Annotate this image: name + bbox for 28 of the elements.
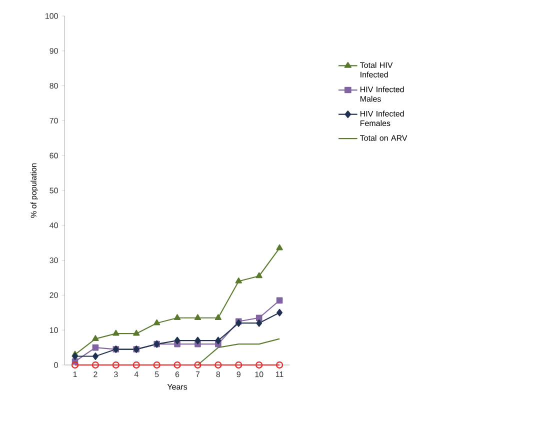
x-tick-label: 2: [94, 372, 98, 378]
y-tick-label: 0: [54, 362, 58, 368]
legend-label: Total on ARV: [360, 134, 408, 141]
y-tick-label: 30: [50, 257, 58, 264]
y-tick-label: 100: [46, 13, 58, 19]
x-tick-label: 1: [73, 372, 77, 378]
y-tick-label: 80: [50, 82, 58, 89]
y-tick-label: 60: [50, 152, 58, 158]
legend-label: Total HIV Infected: [360, 62, 393, 78]
y-tick-label: 90: [50, 48, 58, 54]
x-tick-label: 9: [236, 372, 240, 378]
legend-label: HIV Infected Males: [360, 86, 404, 102]
x-tick-label: 5: [154, 372, 159, 378]
x-tick-label: 8: [216, 372, 220, 378]
x-tick-label: 3: [114, 372, 118, 378]
x-tick-label: 4: [134, 372, 138, 378]
y-tick-label: 40: [50, 222, 58, 228]
y-tick-label: 20: [50, 292, 58, 298]
y-tick-label: 10: [50, 327, 58, 333]
y-tick-label: 70: [50, 118, 58, 124]
x-tick-label: 6: [175, 372, 180, 378]
x-tick-label: 11: [276, 372, 284, 378]
x-tick-label: 10: [255, 372, 264, 378]
y-tick-label: 50: [50, 188, 58, 194]
y-axis-title: % of population: [30, 163, 38, 218]
legend-label: HIV Infected Females: [360, 110, 404, 126]
x-axis-title: Years: [167, 384, 188, 390]
x-tick-label: 7: [196, 372, 200, 378]
